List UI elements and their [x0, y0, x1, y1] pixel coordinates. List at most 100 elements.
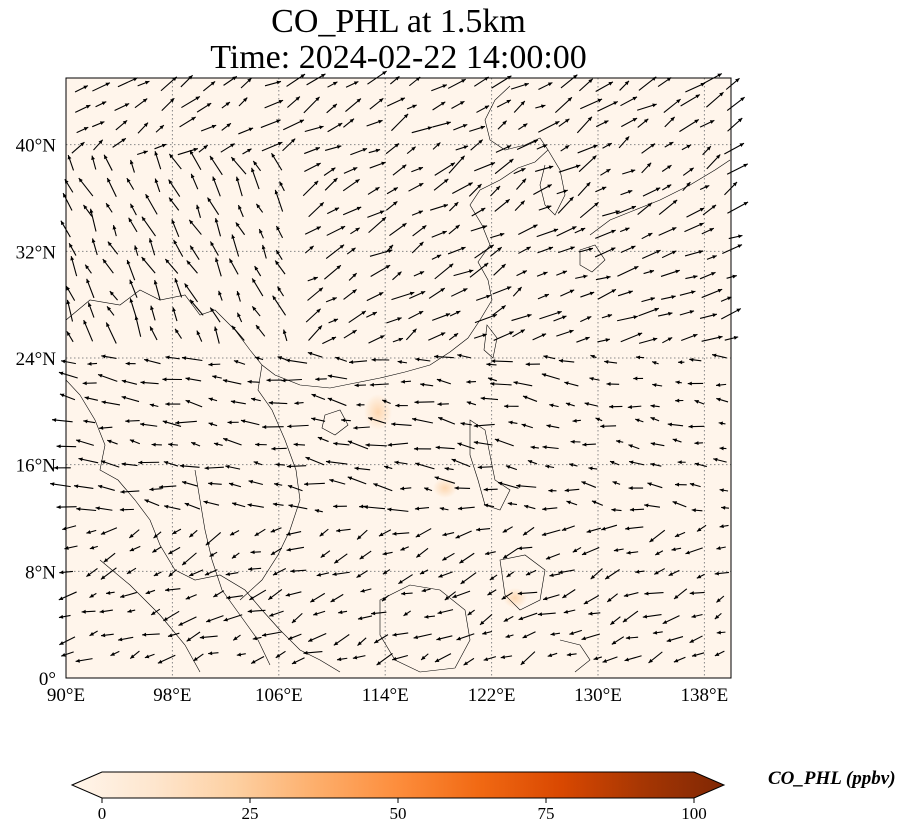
- wind-vector: [542, 506, 558, 511]
- wind-vector: [471, 207, 486, 217]
- wind-vector: [432, 121, 451, 128]
- wind-vector: [437, 416, 456, 425]
- wind-vector: [433, 178, 449, 191]
- colorbar-ramp: [70, 771, 726, 799]
- wind-vector: [273, 482, 283, 487]
- wind-vector: [91, 238, 98, 256]
- wind-vector: [214, 326, 220, 344]
- wind-vector: [121, 395, 140, 403]
- lon-tick-label: 106°E: [255, 685, 303, 706]
- wind-vector: [222, 379, 242, 385]
- wind-vector: [357, 615, 373, 621]
- wind-vector: [250, 656, 265, 664]
- wind-vector: [595, 229, 616, 239]
- wind-vector: [516, 483, 537, 488]
- wind-vector: [626, 550, 639, 555]
- wind-vector: [225, 571, 239, 576]
- wind-vector: [469, 262, 489, 278]
- wind-vector: [564, 381, 579, 387]
- wind-vector: [411, 210, 424, 216]
- wind-vector: [392, 632, 409, 637]
- wind-vector: [715, 383, 727, 387]
- wind-vector: [151, 442, 162, 447]
- wind-vector: [101, 400, 121, 406]
- coastline-mainland: [65, 85, 549, 389]
- wind-vector: [107, 241, 119, 255]
- wind-vector: [56, 505, 77, 510]
- wind-vector: [126, 177, 135, 190]
- wind-vector: [542, 445, 559, 450]
- wind-vector: [619, 227, 630, 233]
- wind-vector: [694, 441, 703, 445]
- wind-vector: [578, 247, 594, 253]
- lon-tick-label: 130°E: [574, 685, 622, 706]
- wind-vector: [701, 288, 723, 299]
- map-title-line2: Time: 2024-02-22 14:00:00: [210, 39, 587, 76]
- wind-vector: [635, 418, 644, 423]
- wind-vector: [595, 417, 603, 422]
- wind-vector: [671, 547, 682, 552]
- wind-vector: [490, 381, 512, 386]
- wind-vector: [686, 207, 705, 218]
- wind-vector: [285, 358, 308, 364]
- wind-vector: [317, 436, 329, 443]
- wind-vector: [153, 571, 162, 577]
- wind-vector: [253, 461, 263, 466]
- wind-vector: [73, 484, 94, 489]
- wind-vector: [359, 550, 372, 560]
- wind-vector: [342, 206, 362, 216]
- wind-vector: [706, 91, 724, 108]
- wind-vector: [293, 442, 306, 447]
- wind-vector: [505, 465, 518, 471]
- wind-vector: [83, 319, 94, 342]
- wind-vector: [356, 529, 368, 540]
- wind-vector: [106, 177, 117, 197]
- wind-vector: [282, 138, 296, 152]
- wind-vector: [537, 246, 554, 254]
- wind-vector: [76, 126, 89, 134]
- wind-vector: [641, 232, 653, 240]
- wind-vector: [262, 425, 284, 429]
- wind-vector: [702, 145, 712, 156]
- wind-vector: [290, 569, 307, 574]
- wind-vector: [699, 119, 715, 128]
- wind-vector: [335, 528, 351, 533]
- wind-vector: [65, 285, 76, 301]
- wind-vector: [424, 614, 435, 619]
- wind-vector: [448, 224, 461, 235]
- wind-vector: [558, 358, 575, 363]
- wind-vector: [198, 144, 209, 153]
- wind-vector: [387, 507, 409, 512]
- wind-vector: [286, 73, 306, 87]
- wind-vector: [684, 250, 704, 257]
- wind-vector: [107, 439, 118, 445]
- wind-vector: [282, 329, 288, 342]
- wind-vector: [494, 198, 511, 212]
- wind-vector: [635, 355, 645, 360]
- wind-vector: [568, 463, 578, 467]
- wind-vector: [411, 241, 424, 254]
- wind-vector: [617, 315, 638, 322]
- wind-vector: [89, 592, 97, 599]
- wind-vector: [617, 290, 633, 297]
- wind-vector: [154, 151, 162, 170]
- wind-vector: [229, 529, 240, 536]
- wind-vector: [558, 569, 575, 575]
- wind-vector: [125, 361, 136, 366]
- wind-vector: [541, 529, 561, 536]
- wind-vector: [66, 331, 74, 343]
- wind-vector: [601, 524, 618, 531]
- wind-vector: [685, 274, 698, 280]
- wind-vector: [341, 418, 351, 423]
- wind-vector: [576, 116, 593, 134]
- wind-vector: [360, 588, 372, 593]
- wind-vector: [84, 396, 98, 401]
- wind-vector: [304, 245, 315, 254]
- wind-vector: [240, 77, 252, 89]
- wind-vector: [457, 353, 472, 359]
- wind-vector: [248, 479, 263, 486]
- wind-vector: [386, 97, 406, 107]
- wind-vector: [476, 105, 490, 113]
- wind-vector: [660, 269, 680, 277]
- wind-vector: [126, 567, 137, 575]
